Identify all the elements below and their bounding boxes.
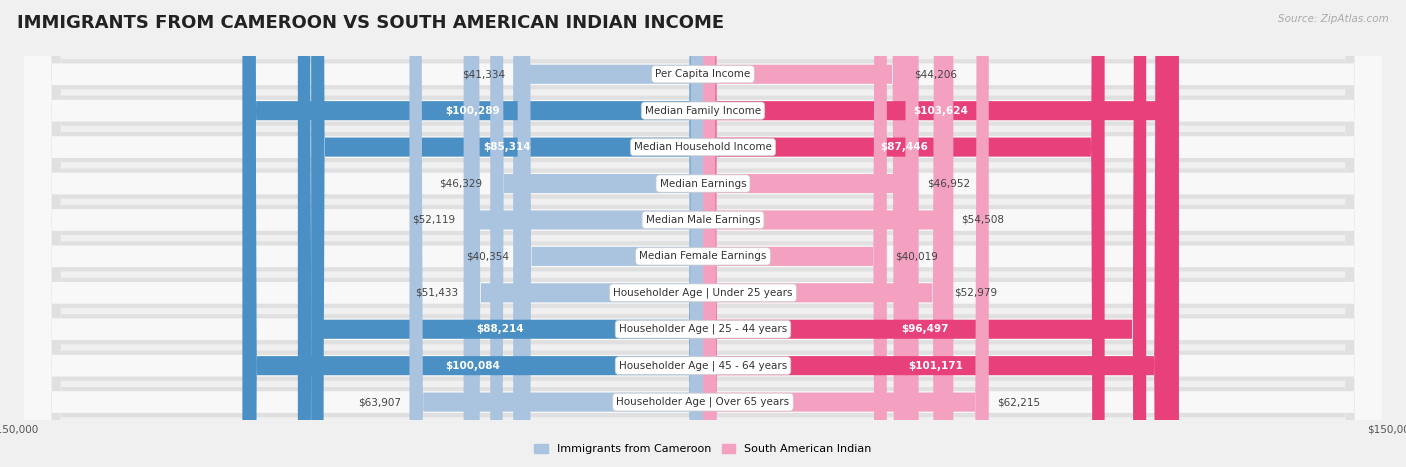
FancyBboxPatch shape [24,0,1382,467]
FancyBboxPatch shape [24,0,1382,467]
Text: Source: ZipAtlas.com: Source: ZipAtlas.com [1278,14,1389,24]
Text: Per Capita Income: Per Capita Income [655,69,751,79]
FancyBboxPatch shape [298,0,703,467]
Legend: Immigrants from Cameroon, South American Indian: Immigrants from Cameroon, South American… [530,439,876,459]
FancyBboxPatch shape [24,0,1382,467]
Text: Median Family Income: Median Family Income [645,106,761,116]
FancyBboxPatch shape [24,0,1382,467]
FancyBboxPatch shape [703,0,1167,467]
Text: $87,446: $87,446 [880,142,928,152]
FancyBboxPatch shape [24,0,1382,467]
FancyBboxPatch shape [517,0,703,467]
FancyBboxPatch shape [24,0,1382,467]
FancyBboxPatch shape [464,0,703,467]
Text: $46,329: $46,329 [439,178,482,189]
FancyBboxPatch shape [24,0,1382,467]
Text: Median Male Earnings: Median Male Earnings [645,215,761,225]
FancyBboxPatch shape [703,0,905,467]
Text: $40,354: $40,354 [467,251,509,262]
FancyBboxPatch shape [703,0,918,467]
Text: $85,314: $85,314 [484,142,531,152]
FancyBboxPatch shape [24,0,1382,467]
Text: $40,019: $40,019 [896,251,938,262]
FancyBboxPatch shape [703,0,988,467]
Text: IMMIGRANTS FROM CAMEROON VS SOUTH AMERICAN INDIAN INCOME: IMMIGRANTS FROM CAMEROON VS SOUTH AMERIC… [17,14,724,32]
FancyBboxPatch shape [243,0,703,467]
Text: $100,084: $100,084 [446,361,501,371]
Text: $96,497: $96,497 [901,324,949,334]
FancyBboxPatch shape [24,0,1382,467]
FancyBboxPatch shape [513,0,703,467]
FancyBboxPatch shape [24,0,1382,467]
Text: $101,171: $101,171 [908,361,963,371]
Text: $88,214: $88,214 [477,324,524,334]
Text: $62,215: $62,215 [997,397,1040,407]
Text: Median Earnings: Median Earnings [659,178,747,189]
FancyBboxPatch shape [242,0,703,467]
FancyBboxPatch shape [311,0,703,467]
FancyBboxPatch shape [24,0,1382,467]
Text: $51,433: $51,433 [415,288,458,298]
FancyBboxPatch shape [24,0,1382,467]
FancyBboxPatch shape [24,0,1382,467]
Text: $44,206: $44,206 [914,69,957,79]
Text: Householder Age | Under 25 years: Householder Age | Under 25 years [613,288,793,298]
FancyBboxPatch shape [24,0,1382,467]
FancyBboxPatch shape [467,0,703,467]
FancyBboxPatch shape [24,0,1382,467]
FancyBboxPatch shape [24,0,1382,467]
FancyBboxPatch shape [703,0,1146,467]
FancyBboxPatch shape [703,0,953,467]
FancyBboxPatch shape [409,0,703,467]
Text: $52,119: $52,119 [412,215,456,225]
Text: $46,952: $46,952 [927,178,970,189]
FancyBboxPatch shape [703,0,887,467]
FancyBboxPatch shape [24,0,1382,467]
Text: $63,907: $63,907 [359,397,401,407]
FancyBboxPatch shape [24,0,1382,467]
Text: $103,624: $103,624 [914,106,969,116]
FancyBboxPatch shape [703,0,946,467]
Text: Householder Age | Over 65 years: Householder Age | Over 65 years [616,397,790,407]
Text: Median Household Income: Median Household Income [634,142,772,152]
Text: $100,289: $100,289 [446,106,501,116]
FancyBboxPatch shape [703,0,1180,467]
FancyBboxPatch shape [491,0,703,467]
FancyBboxPatch shape [703,0,1105,467]
Text: $52,979: $52,979 [955,288,998,298]
Text: $54,508: $54,508 [962,215,1005,225]
Text: Householder Age | 25 - 44 years: Householder Age | 25 - 44 years [619,324,787,334]
Text: Householder Age | 45 - 64 years: Householder Age | 45 - 64 years [619,361,787,371]
Text: Median Female Earnings: Median Female Earnings [640,251,766,262]
FancyBboxPatch shape [24,0,1382,467]
FancyBboxPatch shape [24,0,1382,467]
Text: $41,334: $41,334 [461,69,505,79]
